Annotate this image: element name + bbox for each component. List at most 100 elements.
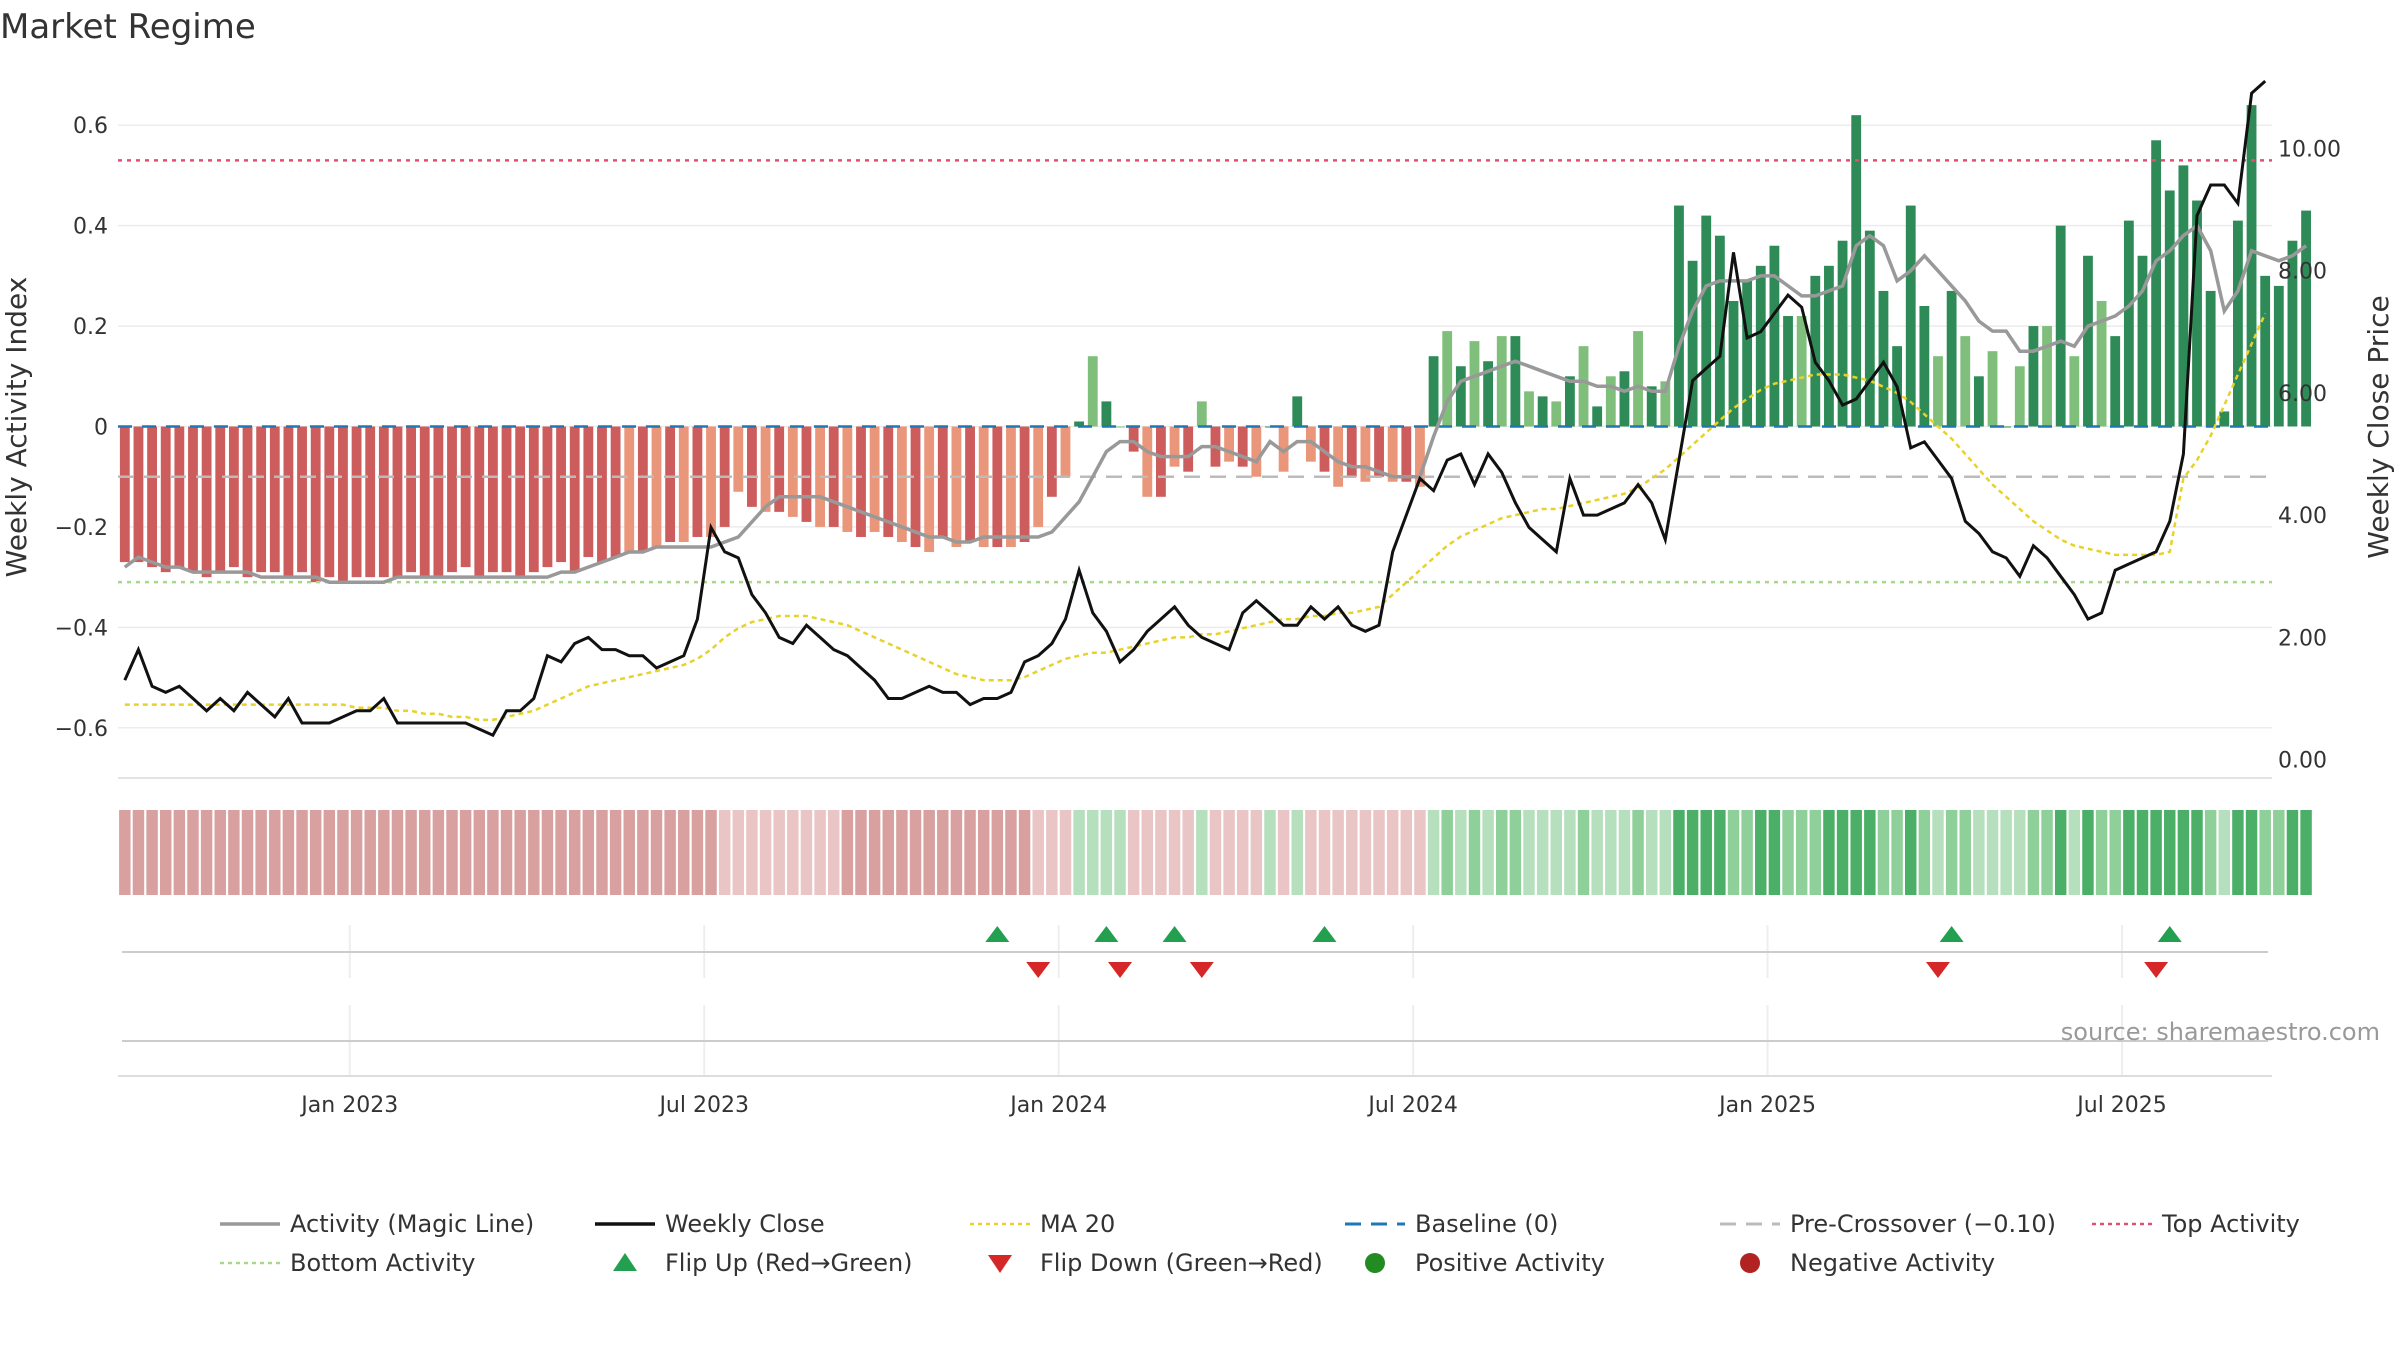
activity-bar [228, 426, 239, 568]
regime-cell [2136, 810, 2149, 895]
activity-bar [1824, 265, 1834, 427]
regime-cell [2164, 810, 2176, 895]
legend-label: Flip Up (Red→Green) [665, 1249, 913, 1277]
activity-bar [2110, 336, 2121, 427]
regime-cell [1168, 810, 1181, 895]
regime-cell [923, 810, 935, 895]
activity-bar [215, 426, 226, 573]
activity-bar [338, 426, 348, 583]
flip-markers [122, 926, 2268, 1042]
weekly-close-line [123, 79, 2267, 738]
regime-cell [800, 810, 813, 895]
activity-bar [910, 426, 921, 548]
regime-cell [1005, 810, 1017, 895]
axes: −0.6 −0.4 −0.2 0 0.2 0.4 0.6 0.00 2.00 4.00 6.00 8.… [0, 114, 2395, 773]
regime-cell [1455, 810, 1467, 895]
activity-bar [1305, 426, 1316, 462]
regime-cell [1414, 810, 1426, 895]
y2-tick-label: 6.00 [2278, 382, 2327, 407]
regime-cell [964, 810, 976, 895]
activity-bar [1714, 235, 1725, 427]
regime-cell [1373, 810, 1385, 895]
regime-cell [1945, 810, 1958, 895]
activity-bar [1292, 396, 1303, 427]
regime-cell [514, 810, 526, 895]
activity-bar [433, 426, 444, 578]
legend-label: Pre-Crossover (−0.10) [1790, 1210, 2056, 1238]
regime-cell [1564, 810, 1576, 895]
activity-bar [1919, 305, 1930, 427]
regime-cell [1809, 810, 1822, 895]
regime-cell [1536, 810, 1549, 895]
activity-bar [1728, 300, 1739, 427]
x-tick-label: Jul 2024 [1366, 1093, 1458, 1118]
regime-cell [1591, 810, 1603, 895]
regime-cell [1686, 810, 1699, 895]
activity-bar [1755, 265, 1766, 427]
legend-label: Positive Activity [1415, 1249, 1605, 1277]
regime-cell [759, 810, 772, 895]
y2-tick-label: 10.00 [2278, 137, 2341, 162]
legend-swatch [1365, 1253, 1385, 1273]
y-tick-label: −0.2 [55, 516, 108, 541]
flip-down-marker [2144, 962, 2169, 978]
regime-cell [1482, 810, 1494, 895]
x-tick-label: Jan 2024 [1008, 1093, 1107, 1118]
regime-cell [2150, 810, 2162, 895]
activity-bar [474, 426, 485, 578]
regime-cell [1973, 810, 1985, 895]
legend-item: Flip Up (Red→Green) [613, 1249, 913, 1277]
regime-cell [173, 810, 186, 895]
regime-cell [609, 810, 622, 895]
activity-bar [1592, 406, 1603, 427]
y2-axis-title: Weekly Close Price [2362, 295, 2395, 558]
regime-cell [1632, 810, 1644, 895]
legend-item: Top Activity [2092, 1210, 2300, 1238]
activity-bar [1265, 426, 1275, 428]
regime-cell [787, 810, 799, 895]
regime-cell [2000, 810, 2012, 895]
series-lines [118, 79, 2308, 738]
activity-bar [501, 426, 512, 573]
activity-bar [392, 426, 403, 578]
regime-cell [405, 810, 417, 895]
regime-cell [1046, 810, 1058, 895]
regime-cell [1577, 810, 1590, 895]
regime-cell [2123, 810, 2135, 895]
activity-bar [2192, 200, 2202, 427]
source-note: source: sharemaestro.com [2061, 1018, 2380, 1046]
activity-bar [787, 426, 798, 517]
regime-cell [1959, 810, 1971, 895]
regime-cell [1755, 810, 1767, 895]
activity-bar [692, 426, 703, 537]
regime-cell [2204, 810, 2217, 895]
regime-cell [2259, 810, 2271, 895]
regime-cell [1659, 810, 1672, 895]
regime-cell [582, 810, 595, 895]
regime-cell [214, 810, 226, 895]
legend-swatch [613, 1253, 637, 1271]
legend-label: Top Activity [2161, 1210, 2300, 1238]
regime-cell [200, 810, 213, 895]
regime-cell [2218, 810, 2231, 895]
activity-bar [351, 426, 362, 578]
regime-cell [732, 810, 745, 895]
flip-up-marker [985, 926, 1010, 942]
regime-cell [1100, 810, 1113, 895]
activity-bar [869, 426, 880, 532]
activity-bar [842, 426, 853, 532]
regime-cell [296, 810, 308, 895]
activity-bar [1496, 336, 1507, 427]
activity-bar [1278, 426, 1289, 472]
legend-swatch [988, 1255, 1012, 1273]
activity-bar [801, 426, 812, 522]
regime-strip [119, 810, 2312, 895]
regime-cell [1891, 810, 1903, 895]
activity-bar [1878, 290, 1889, 427]
activity-bar [283, 426, 294, 578]
legend-label: Weekly Close [665, 1210, 825, 1238]
regime-cell [1236, 810, 1249, 895]
activity-bar [937, 426, 948, 537]
activity-bar [1060, 426, 1071, 477]
activity-bar [1428, 356, 1439, 427]
